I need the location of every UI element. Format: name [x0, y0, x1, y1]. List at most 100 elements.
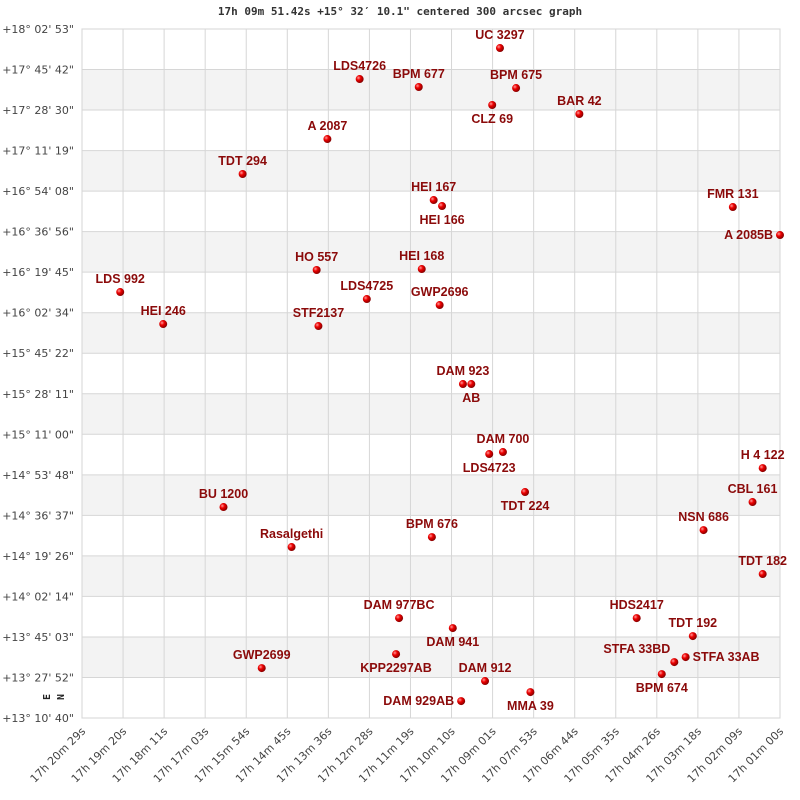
star-point[interactable] [699, 526, 708, 535]
star-label: HEI 166 [419, 213, 464, 227]
grid-band [82, 393, 780, 435]
star-label: H 4 122 [741, 448, 785, 462]
star-point[interactable] [526, 688, 535, 697]
star-label: HO 557 [295, 250, 338, 264]
star-label: CBL 161 [728, 482, 778, 496]
star-point[interactable] [159, 320, 168, 329]
star-label: BU 1200 [199, 487, 248, 501]
star-label: STFA 33BD [603, 642, 670, 656]
grid-band [82, 474, 780, 516]
star-point[interactable] [657, 670, 666, 679]
star-label: BPM 674 [636, 681, 688, 695]
star-point[interactable] [392, 650, 401, 659]
plot-frame [81, 28, 781, 719]
star-label: A 2087 [307, 119, 347, 133]
star-labels: UC 3297 LDS4726 BPM 677 BPM 675 CLZ 69 BAR 42… [96, 28, 787, 713]
y-tick-label: +14° 53' 48" [2, 469, 74, 482]
star-point[interactable] [488, 101, 497, 110]
chart-title: 17h 09m 51.42s +15° 32′ 10.1" centered 3… [217, 5, 583, 18]
y-tick-label: +17° 11' 19" [2, 145, 74, 158]
y-tick-label: +17° 45' 42" [2, 64, 74, 77]
star-label: DAM 929AB [383, 694, 454, 708]
star-label: BPM 677 [393, 67, 445, 81]
y-tick-label: +13° 10' 40" [2, 712, 74, 725]
star-point[interactable] [427, 533, 436, 542]
star-point[interactable] [758, 464, 767, 473]
y-tick-label: +16° 19' 45" [2, 266, 74, 279]
y-tick-label: +13° 27' 52" [2, 671, 74, 684]
star-point[interactable] [238, 170, 247, 179]
star-point[interactable] [362, 295, 371, 304]
star-point[interactable] [355, 75, 364, 84]
y-tick-label: +13° 45' 03" [2, 631, 74, 644]
star-point[interactable] [495, 44, 504, 53]
star-label: FMR 131 [707, 187, 758, 201]
star-point[interactable] [670, 658, 679, 667]
star-point[interactable] [728, 203, 737, 212]
star-point[interactable] [116, 288, 125, 297]
y-tick-label: +15° 11' 00" [2, 428, 74, 441]
star-point[interactable] [414, 83, 423, 92]
star-label: KPP2297AB [360, 661, 432, 675]
star-label: DAM 700 [477, 432, 530, 446]
star-point[interactable] [457, 697, 466, 706]
y-tick-label: +15° 28' 11" [2, 388, 74, 401]
grid-lines [81, 28, 781, 719]
star-point[interactable] [323, 135, 332, 144]
star-point[interactable] [417, 265, 426, 274]
star-point[interactable] [681, 653, 690, 662]
star-label: STF2137 [293, 306, 344, 320]
star-label: LDS4726 [333, 59, 386, 73]
grid-band [82, 312, 780, 354]
star-point[interactable] [219, 503, 228, 512]
y-tick-label: +16° 54' 08" [2, 185, 74, 198]
star-point[interactable] [485, 450, 494, 459]
star-label: LDS4723 [463, 461, 516, 475]
star-point[interactable] [438, 202, 447, 211]
star-label: LDS 992 [96, 272, 145, 286]
star-point[interactable] [481, 677, 490, 686]
grid-band [82, 69, 780, 111]
star-point[interactable] [758, 570, 767, 579]
y-tick-label: +14° 02' 14" [2, 590, 74, 603]
star-label: TDT 294 [218, 154, 267, 168]
star-label: AB [462, 391, 480, 405]
star-label: A 2085B [724, 228, 773, 242]
y-tick-label: +14° 36' 37" [2, 509, 74, 522]
grid-band [82, 150, 780, 192]
compass-east: E [42, 694, 53, 700]
y-axis-ticks: +18° 02' 53" +17° 45' 42" +17° 28' 30" +17°… [2, 23, 74, 725]
star-point[interactable] [776, 231, 784, 240]
star-label: BPM 676 [406, 517, 458, 531]
star-point[interactable] [688, 632, 697, 641]
chart-title-bar: 17h 09m 51.42s +15° 32′ 10.1" centered 3… [0, 5, 800, 18]
star-point[interactable] [748, 498, 757, 507]
y-tick-label: +16° 36' 56" [2, 226, 74, 239]
star-label: DAM 941 [426, 635, 479, 649]
star-point[interactable] [429, 196, 438, 205]
star-point[interactable] [512, 84, 521, 93]
star-point[interactable] [498, 448, 507, 457]
star-point[interactable] [395, 614, 404, 623]
star-point[interactable] [435, 301, 444, 310]
star-label: GWP2696 [411, 285, 469, 299]
star-point[interactable] [632, 614, 641, 623]
grid-band [82, 555, 780, 597]
star-point[interactable] [575, 110, 584, 119]
star-point[interactable] [458, 380, 467, 389]
star-point[interactable] [448, 624, 457, 633]
star-point[interactable] [257, 664, 266, 673]
star-point[interactable] [287, 543, 296, 552]
y-tick-label: +14° 19' 26" [2, 550, 74, 563]
star-label: BPM 675 [490, 68, 542, 82]
star-label: DAM 923 [437, 364, 490, 378]
star-label: HDS2417 [610, 598, 664, 612]
y-tick-label: +18° 02' 53" [2, 23, 74, 36]
star-point[interactable] [312, 266, 321, 275]
star-point[interactable] [467, 380, 476, 389]
star-point[interactable] [314, 322, 323, 331]
y-tick-label: +15° 45' 22" [2, 347, 74, 360]
star-point[interactable] [521, 488, 530, 497]
y-tick-label: +16° 02' 34" [2, 307, 74, 320]
